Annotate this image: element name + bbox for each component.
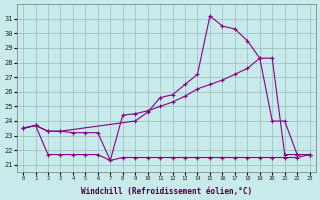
X-axis label: Windchill (Refroidissement éolien,°C): Windchill (Refroidissement éolien,°C) xyxy=(81,187,252,196)
